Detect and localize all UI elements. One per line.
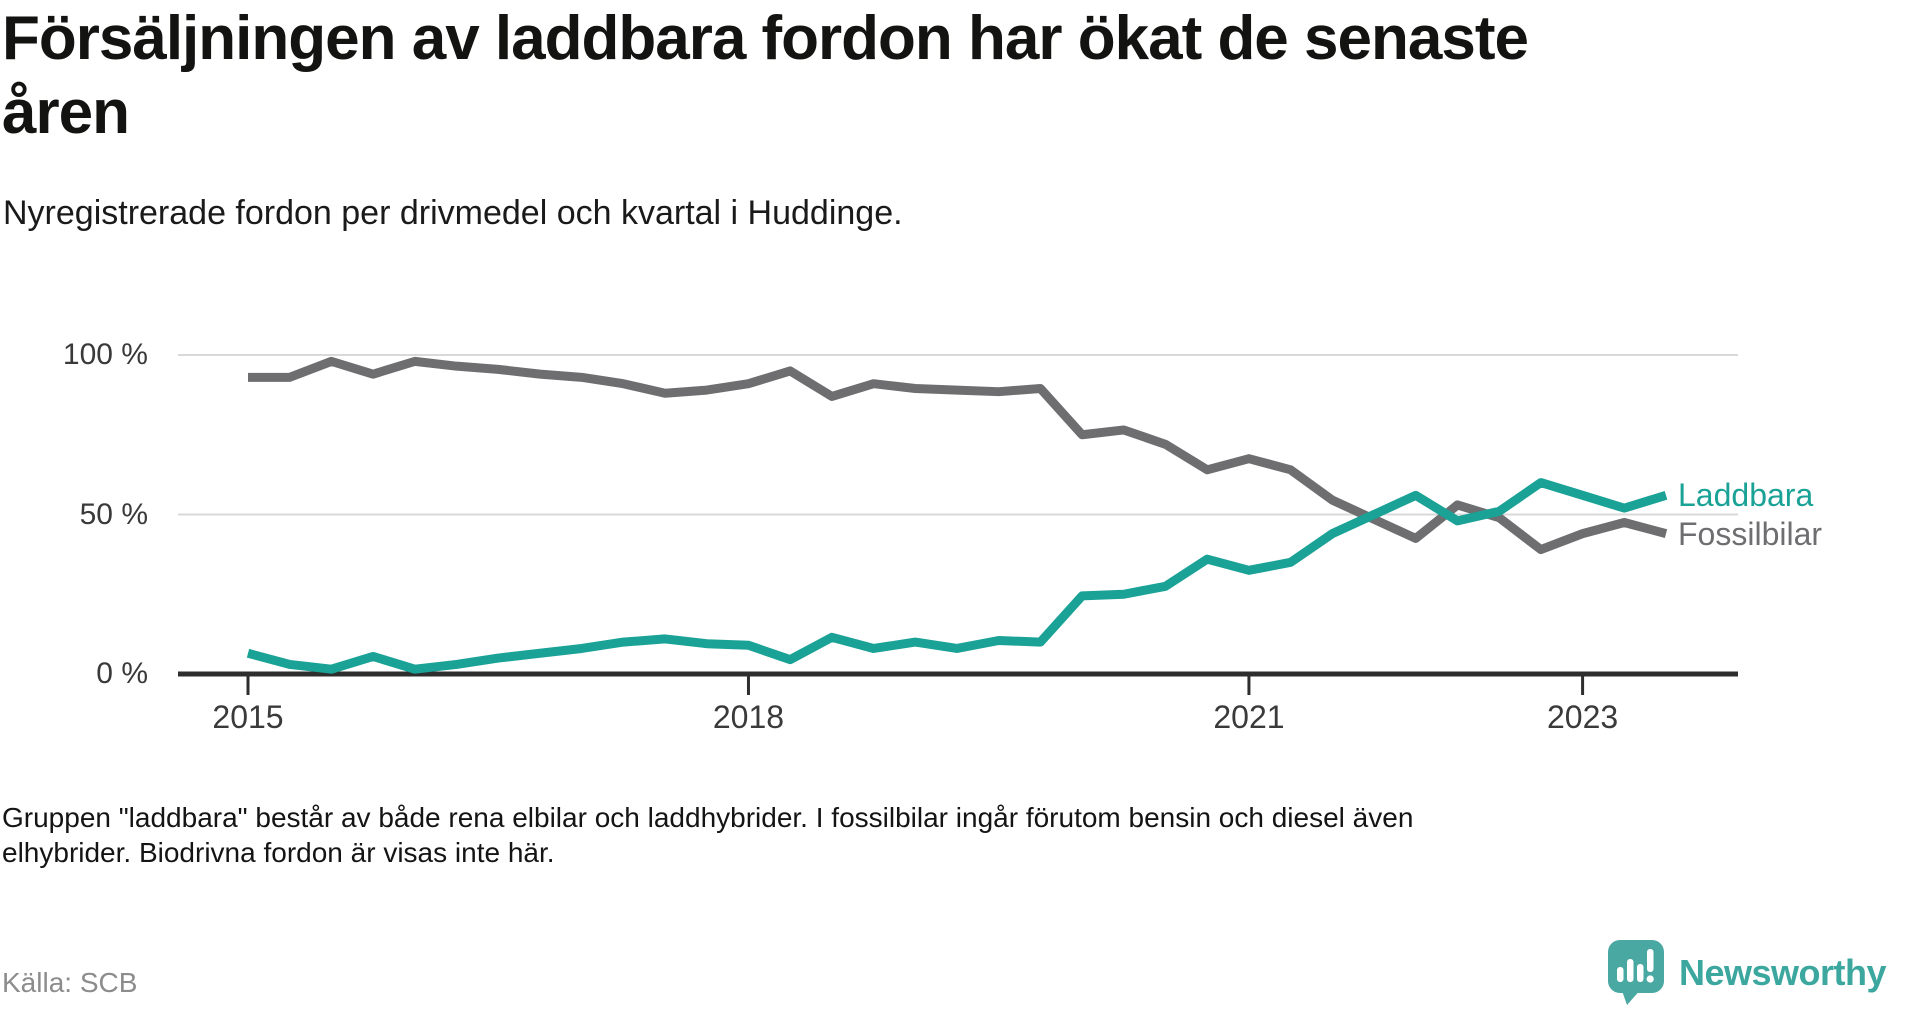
- logo-bar-1: [1617, 967, 1624, 982]
- logo-exclamation-dot: [1646, 975, 1654, 983]
- series-line-laddbara: [246, 478, 1668, 674]
- series-line-fossilbilar: [248, 356, 1668, 555]
- newsworthy-logo-icon: [1608, 940, 1664, 1005]
- newsworthy-logo: Newsworthy: [1608, 940, 1887, 1006]
- chart-subtitle: Nyregistrerade fordon per drivmedel och …: [3, 194, 903, 232]
- y-axis-tick-label: 50 %: [79, 497, 148, 531]
- series-label-laddbara: Laddbara: [1678, 477, 1814, 514]
- y-axis-tick-label: 100 %: [62, 338, 148, 371]
- y-axis-tick-label: 0 %: [96, 657, 148, 690]
- logo-bar-2: [1627, 959, 1634, 982]
- chart-title-line1: Försäljningen av laddbara fordon har öka…: [2, 4, 1529, 73]
- source-attribution: Källa: SCB: [2, 967, 138, 998]
- x-axis-tick-label: 2015: [212, 699, 284, 735]
- chart-footnote: Gruppen "laddbara" består av både rena e…: [2, 802, 1414, 868]
- logo-speech-bubble-tail: [1621, 988, 1642, 1005]
- chart-title-line2: åren: [2, 78, 130, 147]
- logo-speech-bubble: [1608, 940, 1664, 993]
- x-axis-tick-label: 2023: [1546, 699, 1619, 735]
- chart-title: Försäljningen av laddbara fordon har öka…: [2, 2, 1882, 150]
- logo-exclamation-stem: [1647, 949, 1654, 972]
- series-label-fossilbilar: Fossilbilar: [1678, 515, 1823, 552]
- x-axis-tick-label: 2018: [712, 699, 785, 735]
- x-axis-tick-label: 2021: [1213, 699, 1285, 735]
- newsworthy-logo-text: Newsworthy: [1679, 952, 1887, 993]
- logo-bar-3: [1637, 964, 1644, 982]
